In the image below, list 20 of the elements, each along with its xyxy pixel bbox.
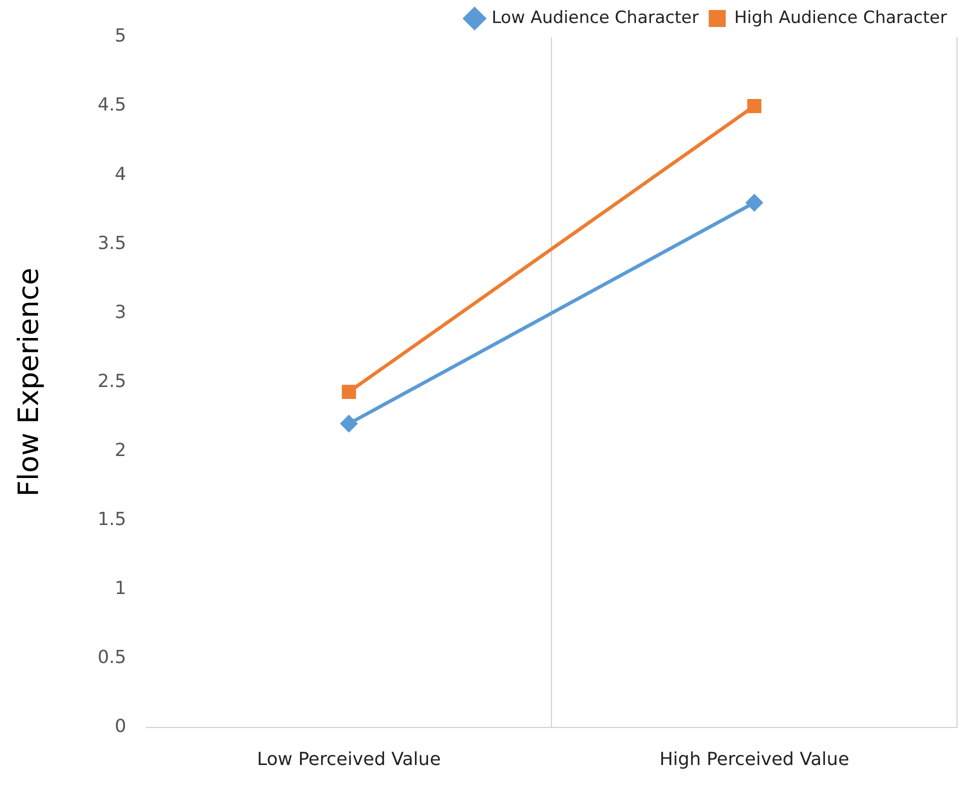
y-tick-label: 2 (114, 440, 126, 461)
y-tick-label: 0 (114, 716, 126, 738)
y-tick-label: 1.5 (98, 508, 126, 530)
y-tick-label: 3.5 (98, 232, 126, 254)
y-tick-label: 4.5 (98, 94, 126, 116)
point (747, 98, 762, 114)
point (342, 384, 356, 399)
point (340, 414, 358, 433)
legend-label: Low Audience Character (492, 8, 699, 28)
x-tick-label: Low Perceived Value (257, 748, 441, 770)
y-tick-label: 2.5 (98, 370, 126, 392)
legend-label: High Audience Character (734, 8, 948, 28)
x-tick-label: High Perceived Value (659, 748, 850, 770)
y-tick-label: 1 (114, 578, 126, 599)
y-tick-label: 5 (114, 26, 126, 47)
y-tick-label: 4 (114, 164, 126, 185)
point (745, 194, 764, 212)
y-axis-title: Flow Experience (12, 268, 46, 497)
y-tick-label: 0.5 (98, 647, 126, 668)
y-tick-label: 3 (114, 302, 126, 323)
